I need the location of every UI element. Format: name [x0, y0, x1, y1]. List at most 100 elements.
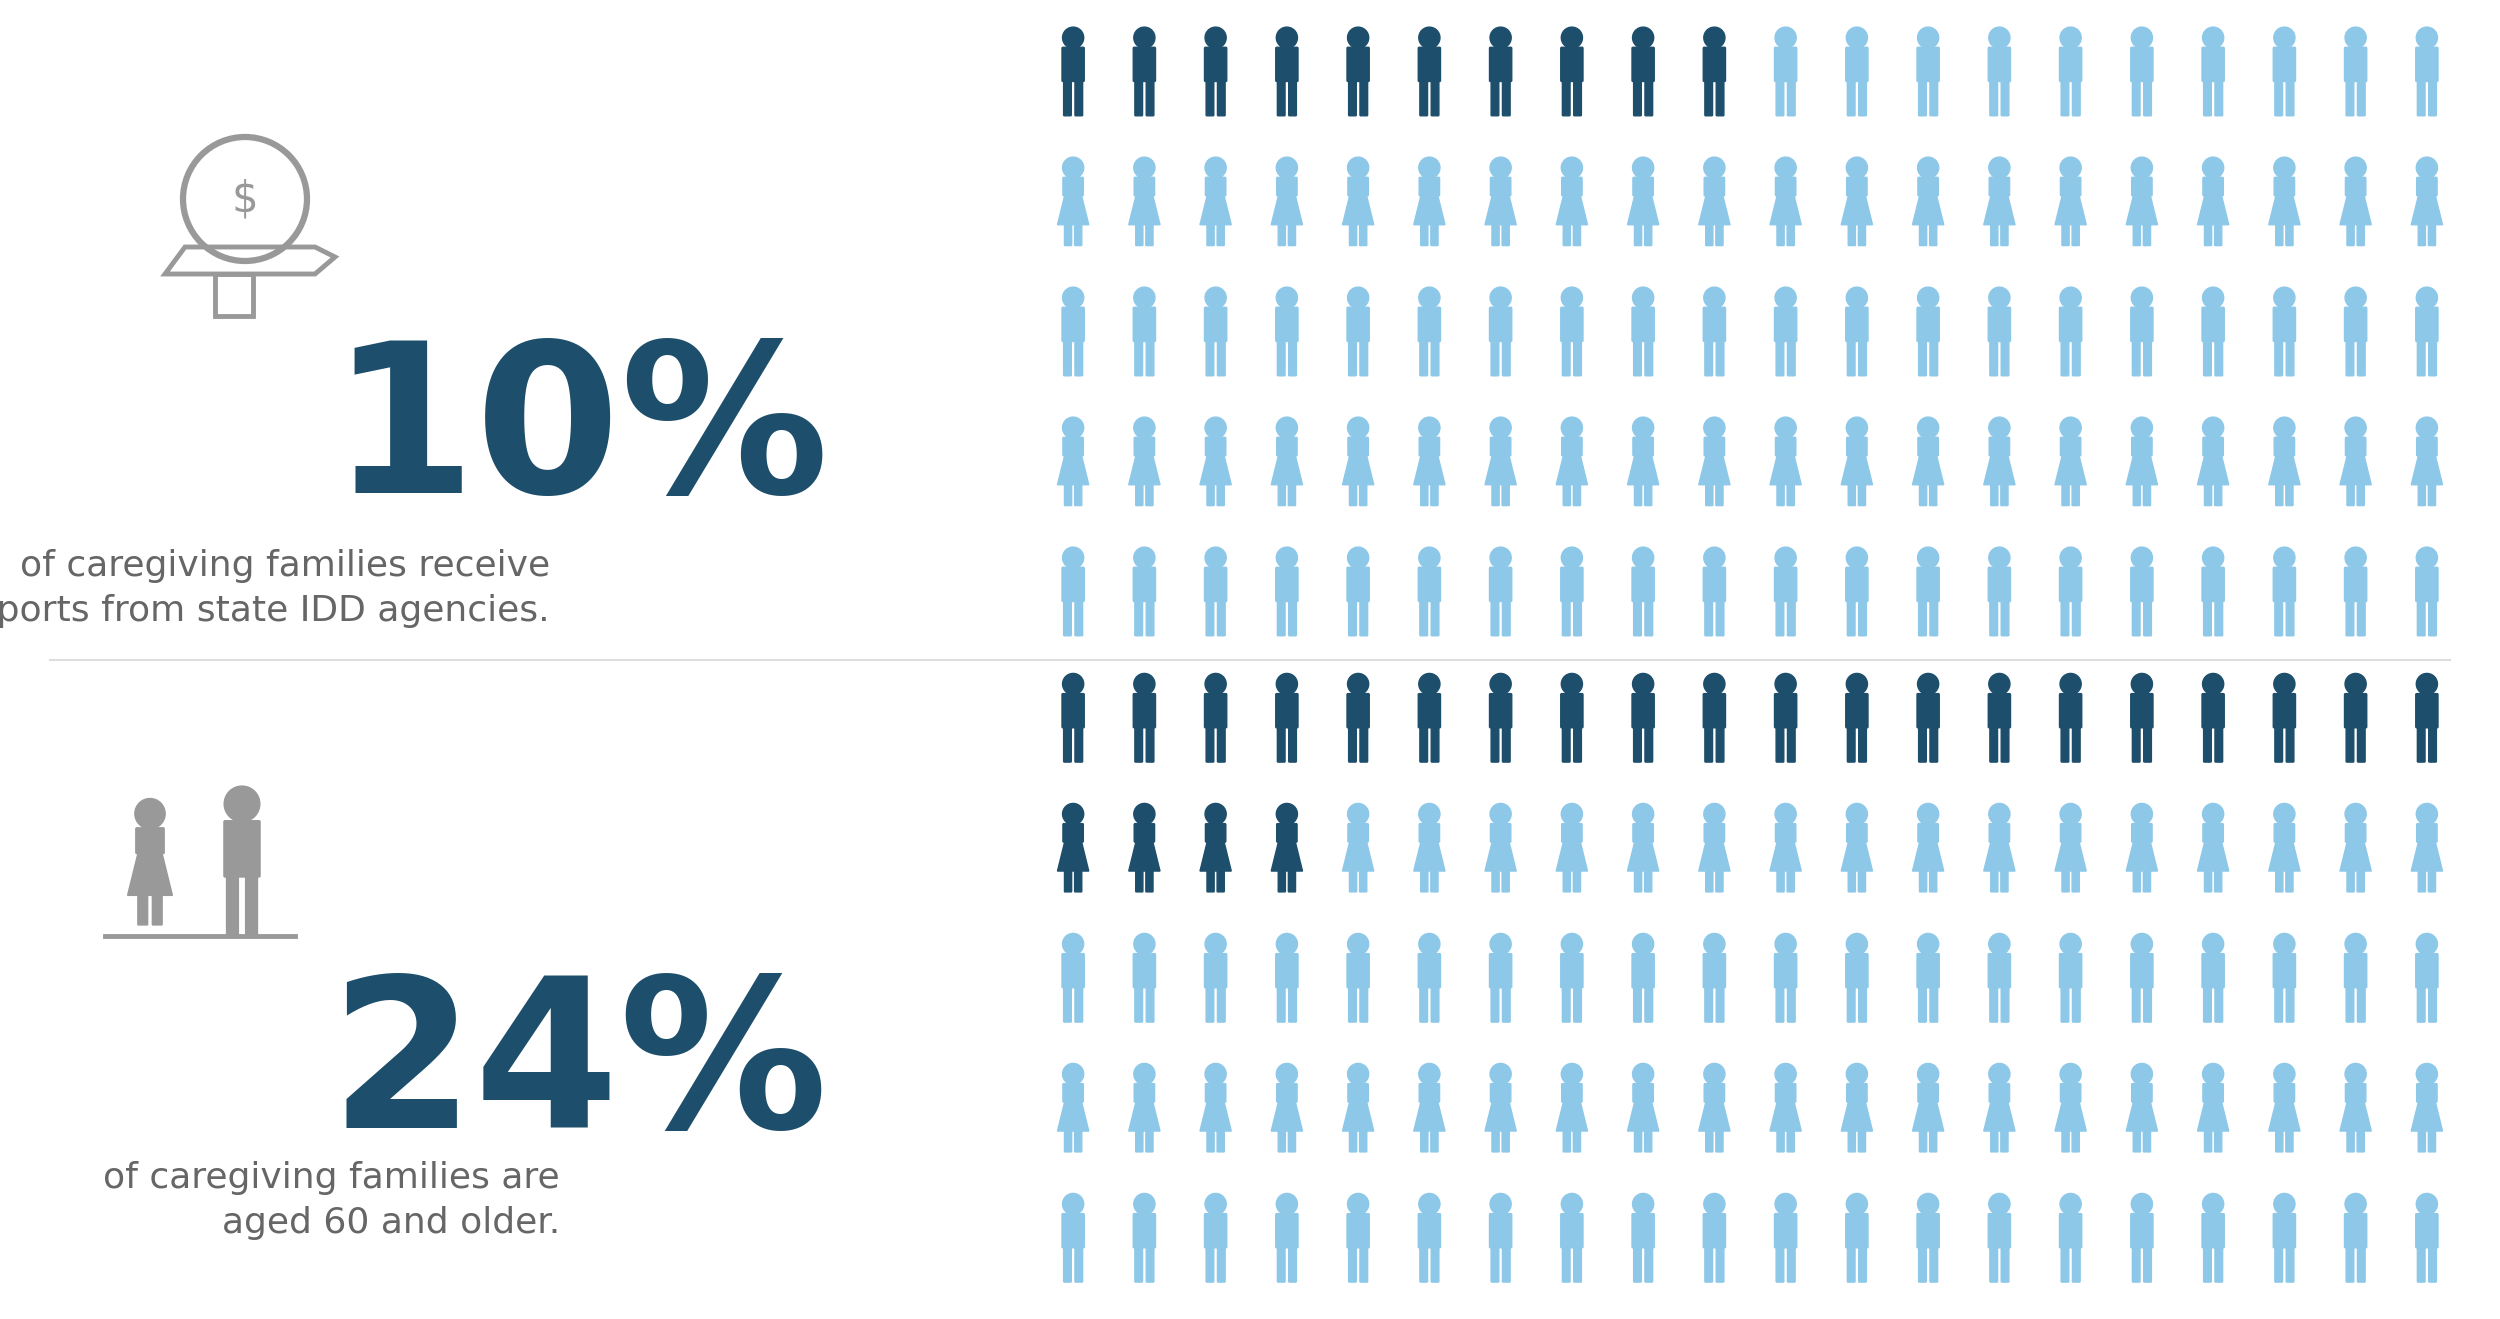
FancyBboxPatch shape — [2215, 340, 2222, 376]
FancyBboxPatch shape — [2202, 79, 2212, 116]
Circle shape — [1062, 417, 1082, 438]
FancyBboxPatch shape — [1858, 987, 1868, 1022]
FancyBboxPatch shape — [2000, 871, 2008, 892]
FancyBboxPatch shape — [1845, 954, 1868, 988]
FancyBboxPatch shape — [1135, 340, 1142, 376]
FancyBboxPatch shape — [2060, 600, 2070, 636]
FancyBboxPatch shape — [1988, 954, 2010, 988]
FancyBboxPatch shape — [1918, 725, 1928, 762]
FancyBboxPatch shape — [2062, 1130, 2070, 1151]
FancyBboxPatch shape — [2060, 694, 2082, 728]
FancyBboxPatch shape — [1062, 177, 1082, 195]
FancyBboxPatch shape — [1502, 340, 1510, 376]
FancyBboxPatch shape — [1135, 1130, 1142, 1151]
FancyBboxPatch shape — [1135, 1084, 1155, 1103]
Polygon shape — [1342, 195, 1375, 224]
Polygon shape — [2268, 842, 2300, 871]
FancyBboxPatch shape — [1562, 823, 1582, 842]
FancyBboxPatch shape — [1360, 871, 1368, 892]
Circle shape — [1420, 288, 1440, 309]
Polygon shape — [1200, 842, 1232, 871]
Circle shape — [1420, 674, 1440, 695]
Circle shape — [2132, 28, 2152, 49]
Circle shape — [1420, 1194, 1440, 1215]
FancyBboxPatch shape — [2202, 600, 2212, 636]
Polygon shape — [1200, 195, 1232, 224]
Circle shape — [1632, 288, 1652, 309]
Circle shape — [1632, 1063, 1652, 1084]
Circle shape — [1990, 674, 2010, 695]
FancyBboxPatch shape — [1430, 1246, 1440, 1282]
FancyBboxPatch shape — [1490, 1246, 1500, 1282]
FancyBboxPatch shape — [1990, 1130, 1998, 1151]
FancyBboxPatch shape — [1645, 987, 1652, 1022]
FancyBboxPatch shape — [1360, 987, 1368, 1022]
FancyBboxPatch shape — [1135, 600, 1142, 636]
Circle shape — [1062, 28, 1082, 49]
FancyBboxPatch shape — [2132, 1246, 2140, 1282]
Circle shape — [2345, 934, 2365, 955]
FancyBboxPatch shape — [2132, 438, 2152, 456]
Circle shape — [1348, 288, 1368, 309]
Text: of caregiving families are: of caregiving families are — [102, 1161, 560, 1195]
FancyBboxPatch shape — [2202, 1246, 2212, 1282]
FancyBboxPatch shape — [1858, 224, 1865, 245]
Circle shape — [2060, 1063, 2080, 1084]
FancyBboxPatch shape — [2418, 987, 2425, 1022]
Circle shape — [1490, 28, 1510, 49]
FancyBboxPatch shape — [1205, 1246, 1215, 1282]
FancyBboxPatch shape — [1430, 725, 1440, 762]
Circle shape — [1205, 674, 1225, 695]
Circle shape — [1420, 1063, 1440, 1084]
FancyBboxPatch shape — [1502, 79, 1510, 116]
FancyBboxPatch shape — [1632, 725, 1642, 762]
Circle shape — [2418, 547, 2438, 568]
Circle shape — [1918, 417, 1938, 438]
FancyBboxPatch shape — [2142, 871, 2150, 892]
Polygon shape — [1058, 195, 1090, 224]
Polygon shape — [2198, 1101, 2230, 1132]
FancyBboxPatch shape — [1062, 47, 1085, 82]
FancyBboxPatch shape — [2132, 484, 2140, 505]
FancyBboxPatch shape — [1715, 987, 1725, 1022]
FancyBboxPatch shape — [2062, 224, 2070, 245]
FancyBboxPatch shape — [1930, 725, 1938, 762]
FancyBboxPatch shape — [1560, 47, 1582, 82]
Circle shape — [1205, 417, 1225, 438]
FancyBboxPatch shape — [1420, 823, 1440, 842]
FancyBboxPatch shape — [2348, 871, 2355, 892]
FancyBboxPatch shape — [1275, 954, 1298, 988]
Circle shape — [1990, 1194, 2010, 1215]
Polygon shape — [1698, 455, 1730, 485]
FancyBboxPatch shape — [2072, 600, 2080, 636]
FancyBboxPatch shape — [2132, 725, 2140, 762]
Circle shape — [1775, 934, 1795, 955]
FancyBboxPatch shape — [2348, 1130, 2355, 1151]
FancyBboxPatch shape — [2202, 438, 2222, 456]
Circle shape — [1205, 934, 1225, 955]
Circle shape — [1348, 417, 1368, 438]
Polygon shape — [1840, 455, 1872, 485]
Circle shape — [1135, 417, 1155, 438]
Circle shape — [2418, 157, 2438, 178]
FancyBboxPatch shape — [1278, 1084, 1298, 1103]
Polygon shape — [2410, 1101, 2442, 1132]
Polygon shape — [2125, 195, 2158, 224]
FancyBboxPatch shape — [1858, 600, 1868, 636]
FancyBboxPatch shape — [1062, 725, 1072, 762]
FancyBboxPatch shape — [2060, 307, 2082, 342]
Polygon shape — [2268, 1101, 2300, 1132]
Circle shape — [1632, 28, 1652, 49]
FancyBboxPatch shape — [1490, 725, 1500, 762]
FancyBboxPatch shape — [1145, 871, 1152, 892]
Bar — [215, 274, 252, 317]
Circle shape — [1420, 803, 1440, 824]
FancyBboxPatch shape — [2060, 1246, 2070, 1282]
Circle shape — [1490, 1194, 1510, 1215]
FancyBboxPatch shape — [2072, 1130, 2080, 1151]
Circle shape — [2345, 803, 2365, 824]
FancyBboxPatch shape — [1492, 1130, 1500, 1151]
FancyBboxPatch shape — [2202, 177, 2222, 195]
FancyBboxPatch shape — [1502, 600, 1510, 636]
FancyBboxPatch shape — [2345, 1246, 2355, 1282]
